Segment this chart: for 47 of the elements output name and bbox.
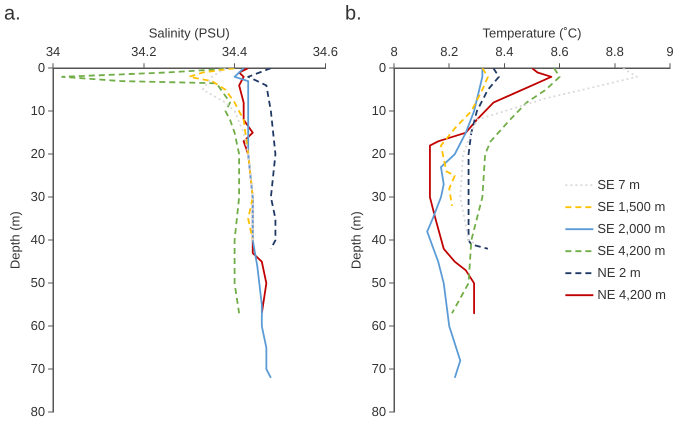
x-tick-label: 8.2 bbox=[440, 44, 458, 59]
y-tick-label: 20 bbox=[30, 146, 46, 161]
line-series bbox=[202, 68, 254, 242]
y-tick-label: 20 bbox=[372, 146, 386, 161]
legend-label: SE 1,500 m bbox=[597, 198, 666, 214]
y-tick-label: 0 bbox=[38, 60, 46, 75]
line-series bbox=[468, 68, 500, 250]
y-axis-title: Depth (m) bbox=[7, 211, 22, 270]
legend-label: SE 7 m bbox=[597, 176, 640, 192]
legend-label: NE 4,200 m bbox=[597, 286, 666, 302]
y-tick-label: 70 bbox=[30, 360, 46, 376]
legend-label: NE 2 m bbox=[597, 264, 641, 280]
line-series bbox=[188, 68, 254, 242]
y-tick-label: 0 bbox=[378, 60, 386, 75]
x-tick-label: 8.4 bbox=[495, 44, 514, 59]
chart-title: a. bbox=[4, 2, 21, 25]
y-tick-label: 70 bbox=[372, 360, 386, 376]
x-axis-title: Temperature (˚C) bbox=[482, 25, 582, 40]
x-tick-label: 34.6 bbox=[312, 44, 338, 59]
x-tick-label: 34 bbox=[46, 44, 60, 59]
x-tick-label: 34.2 bbox=[131, 44, 156, 59]
y-tick-label: 50 bbox=[372, 274, 386, 290]
y-tick-label: 60 bbox=[372, 318, 386, 333]
x-tick-label: 8 bbox=[390, 44, 398, 59]
x-tick-label: 8.6 bbox=[550, 44, 569, 59]
line-series bbox=[247, 68, 276, 250]
y-tick-label: 80 bbox=[30, 404, 46, 419]
y-axis-title: Depth (m) bbox=[348, 211, 364, 270]
legend-label: SE 2,000 m bbox=[597, 220, 666, 236]
line-series bbox=[451, 68, 561, 314]
y-tick-label: 10 bbox=[30, 102, 46, 118]
line-series bbox=[61, 68, 240, 314]
y-tick-label: 40 bbox=[30, 232, 46, 247]
y-tick-label: 60 bbox=[30, 318, 46, 333]
y-tick-label: 30 bbox=[30, 188, 46, 204]
x-tick-label: 8.8 bbox=[606, 44, 624, 59]
x-axis-title: Salinity (PSU) bbox=[148, 25, 230, 40]
x-tick-label: 34.4 bbox=[222, 44, 248, 59]
chart-title: b. bbox=[345, 2, 362, 25]
y-tick-label: 80 bbox=[372, 404, 386, 419]
y-tick-label: 30 bbox=[372, 188, 386, 204]
legend-label: SE 4,200 m bbox=[597, 242, 666, 258]
y-tick-label: 10 bbox=[372, 102, 386, 118]
x-tick-label: 9 bbox=[666, 44, 674, 59]
y-tick-label: 50 bbox=[30, 274, 46, 290]
y-tick-label: 40 bbox=[372, 232, 386, 247]
line-series bbox=[440, 68, 489, 207]
